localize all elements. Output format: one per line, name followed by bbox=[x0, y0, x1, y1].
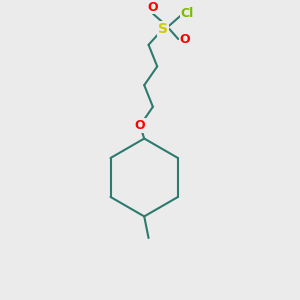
Text: O: O bbox=[148, 1, 158, 14]
Text: O: O bbox=[135, 119, 145, 132]
Text: S: S bbox=[158, 22, 168, 36]
Text: Cl: Cl bbox=[181, 7, 194, 20]
Text: O: O bbox=[179, 32, 190, 46]
